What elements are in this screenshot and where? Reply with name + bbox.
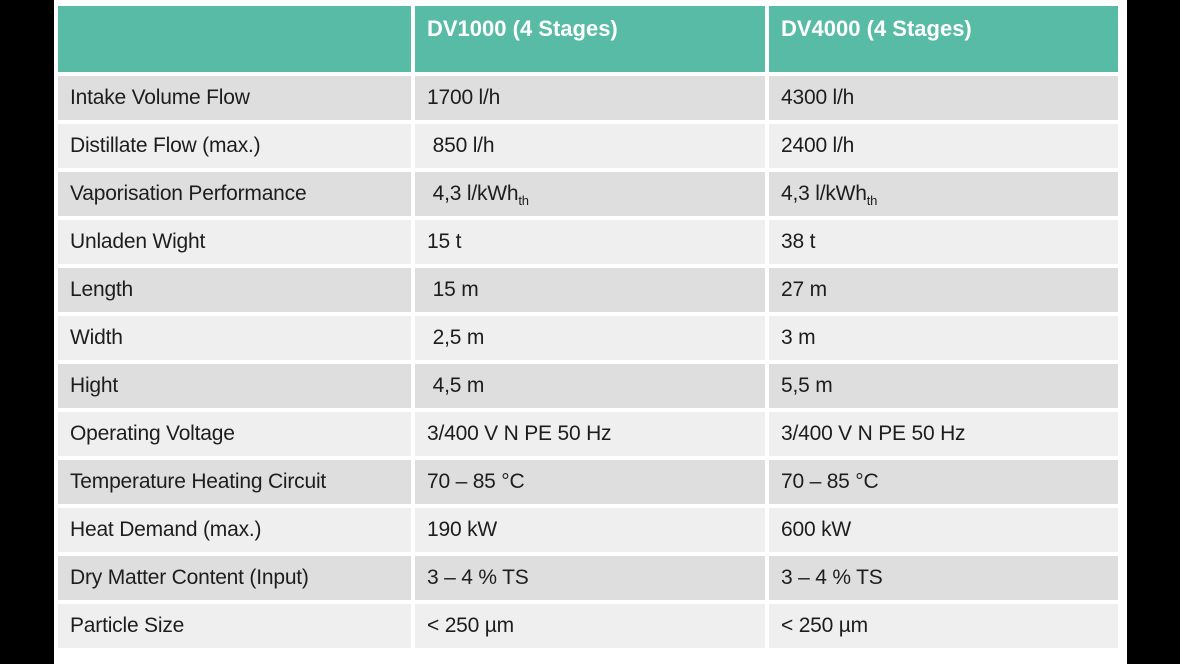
row-label: Intake Volume Flow (58, 76, 411, 120)
table-row: Operating Voltage 3/400 V N PE 50 Hz 3/400… (58, 412, 1118, 456)
dv4000-value: 2400 l/h (769, 124, 1118, 168)
dv4000-value: 27 m (769, 268, 1118, 312)
document-page: DV1000 (4 Stages) DV4000 (4 Stages) Inta… (54, 0, 1127, 664)
table-row: Dry Matter Content (Input) 3 – 4 % TS 3 – … (58, 556, 1118, 600)
row-label: Vaporisation Performance (58, 172, 411, 216)
dv1000-value: 70 – 85 °C (415, 460, 765, 504)
row-label: Operating Voltage (58, 412, 411, 456)
header-dv4000: DV4000 (4 Stages) (769, 6, 1118, 72)
subscript-unit: th (866, 193, 878, 209)
row-label: Heat Demand (max.) (58, 508, 411, 552)
header-dv1000: DV1000 (4 Stages) (415, 6, 765, 72)
row-label: Particle Size (58, 604, 411, 648)
row-label: Distillate Flow (max.) (58, 124, 411, 168)
table-row: Length 15 m 27 m (58, 268, 1118, 312)
dv4000-value: 3 – 4 % TS (769, 556, 1118, 600)
dv1000-value: 15 m (415, 268, 765, 312)
dv1000-value: 3/400 V N PE 50 Hz (415, 412, 765, 456)
table-row: Temperature Heating Circuit 70 – 85 °C 70 … (58, 460, 1118, 504)
table-row: Intake Volume Flow 1700 l/h 4300 l/h (58, 76, 1118, 120)
dv4000-value: 4,3 l/kWhth (769, 172, 1118, 216)
dv1000-value: 4,3 l/kWhth (415, 172, 765, 216)
dv1000-value: 15 t (415, 220, 765, 264)
table-row: Unladen Wight 15 t 38 t (58, 220, 1118, 264)
table-row: Vaporisation Performance 4,3 l/kWhth 4,3 … (58, 172, 1118, 216)
dv4000-value: < 250 µm (769, 604, 1118, 648)
spec-table: DV1000 (4 Stages) DV4000 (4 Stages) Inta… (54, 2, 1122, 652)
row-label: Width (58, 316, 411, 360)
dv1000-value: 4,5 m (415, 364, 765, 408)
dv4000-value: 4300 l/h (769, 76, 1118, 120)
row-label: Length (58, 268, 411, 312)
table-row: Distillate Flow (max.) 850 l/h 2400 l/h (58, 124, 1118, 168)
dv4000-value: 3/400 V N PE 50 Hz (769, 412, 1118, 456)
row-label: Dry Matter Content (Input) (58, 556, 411, 600)
row-label: Temperature Heating Circuit (58, 460, 411, 504)
subscript-unit: th (518, 193, 529, 209)
row-label: Hight (58, 364, 411, 408)
dv4000-value: 600 kW (769, 508, 1118, 552)
dv1000-value: 3 – 4 % TS (415, 556, 765, 600)
dv1000-value: 2,5 m (415, 316, 765, 360)
dv4000-value: 5,5 m (769, 364, 1118, 408)
dv4000-value: 3 m (769, 316, 1118, 360)
header-row: DV1000 (4 Stages) DV4000 (4 Stages) (58, 6, 1118, 72)
dv1000-value: < 250 µm (415, 604, 765, 648)
dv1000-value: 1700 l/h (415, 76, 765, 120)
dv1000-value: 190 kW (415, 508, 765, 552)
dv1000-value: 850 l/h (415, 124, 765, 168)
dv4000-value: 70 – 85 °C (769, 460, 1118, 504)
table-row: Hight 4,5 m 5,5 m (58, 364, 1118, 408)
table-row: Heat Demand (max.) 190 kW 600 kW (58, 508, 1118, 552)
row-label: Unladen Wight (58, 220, 411, 264)
dv4000-value: 38 t (769, 220, 1118, 264)
table-body: Intake Volume Flow 1700 l/h 4300 l/h Distil… (58, 76, 1118, 648)
header-empty-cell (58, 6, 411, 72)
table-row: Particle Size < 250 µm < 250 µm (58, 604, 1118, 648)
